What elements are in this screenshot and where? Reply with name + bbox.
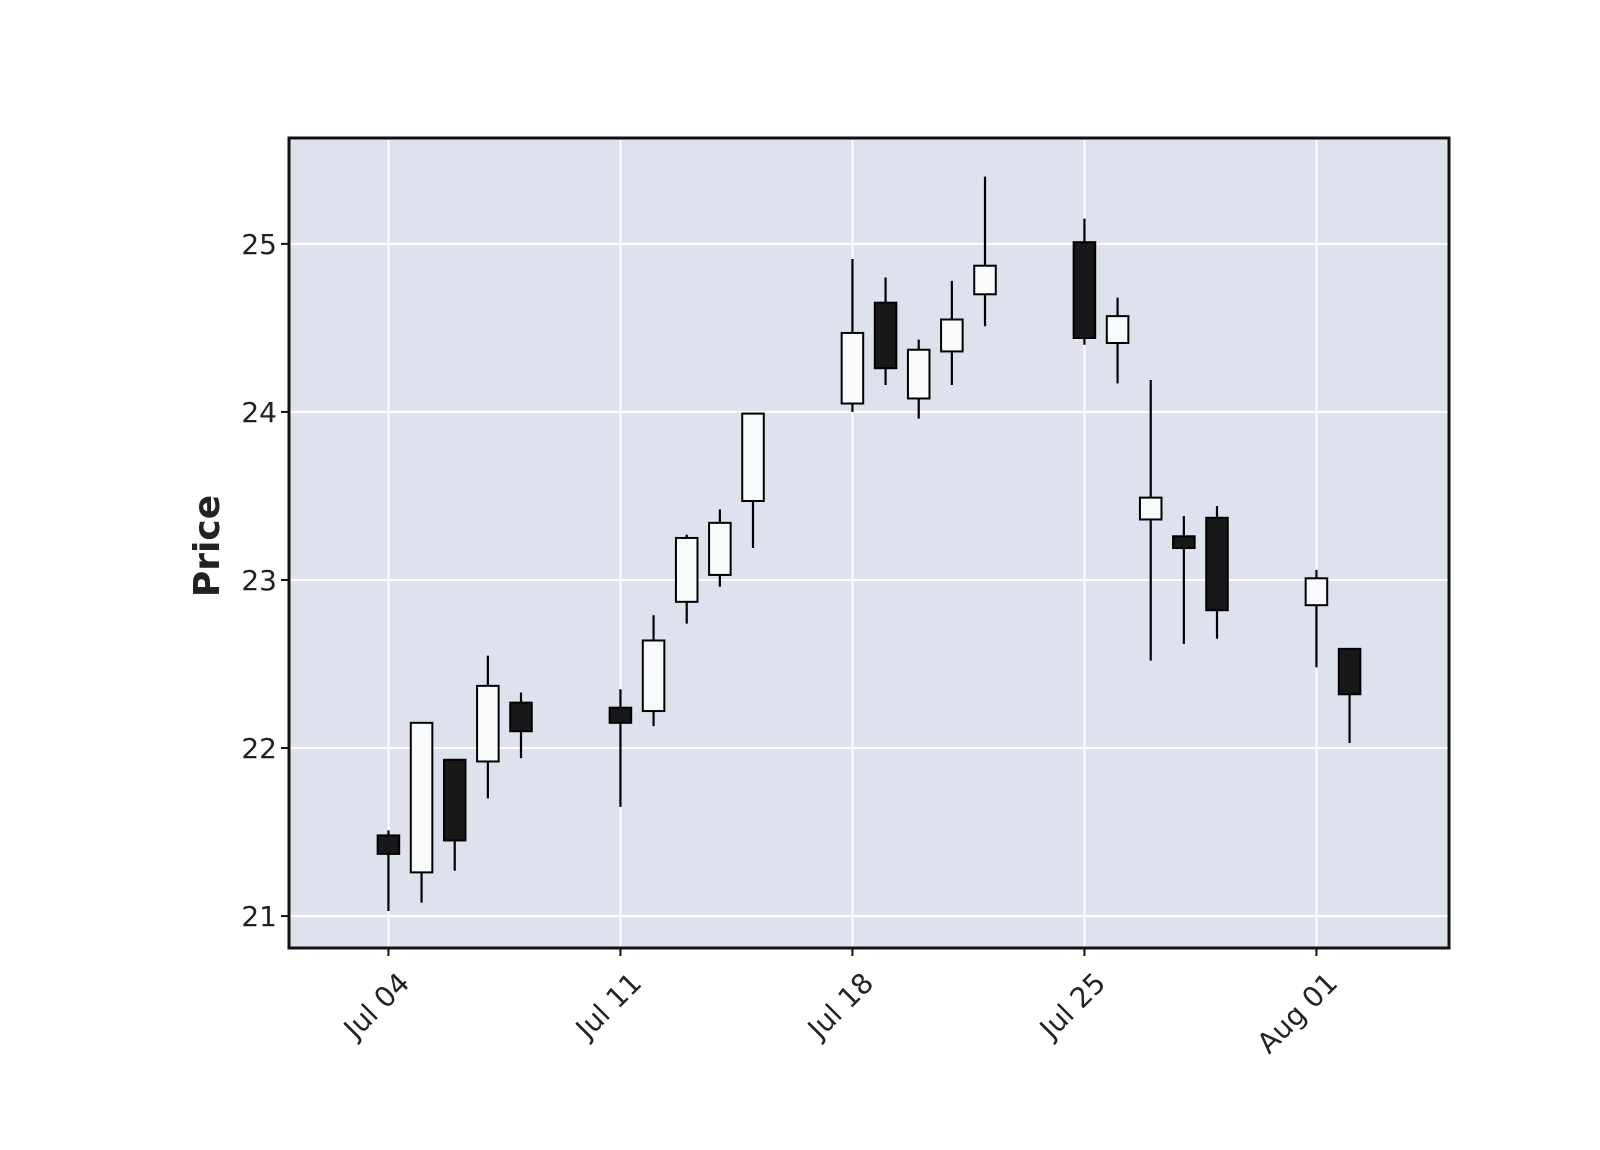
x-tick-label: Jul 04 [336, 966, 416, 1046]
candle-body [1205, 516, 1229, 612]
candle-body [608, 706, 633, 724]
candle [509, 692, 533, 759]
x-axis-ticks: Jul 04 Jul 11 Jul 18 Jul 25 Aug 01 [336, 948, 1344, 1060]
candle-body [741, 412, 765, 502]
candle [940, 280, 964, 386]
y-tick-label: 23 [241, 564, 277, 597]
candle [708, 509, 732, 587]
candle-body [376, 834, 401, 855]
candle [376, 830, 401, 912]
candle-body [840, 331, 865, 405]
candle-body [906, 348, 931, 400]
candle-body [641, 639, 666, 713]
candle [1337, 647, 1362, 743]
candle [1304, 569, 1329, 668]
candle [973, 176, 997, 327]
candle-body [1304, 577, 1329, 607]
y-axis-title: Price [187, 495, 228, 597]
candle-body [873, 301, 898, 370]
candle [840, 258, 865, 412]
candle-body [1072, 241, 1097, 339]
candle [442, 758, 467, 871]
candle-body [973, 264, 997, 296]
x-tick-label: Aug 01 [1251, 966, 1344, 1059]
y-tick-label: 22 [241, 732, 277, 765]
candle-body [674, 536, 699, 603]
candle [906, 339, 931, 419]
plot-background [289, 138, 1449, 948]
candle [476, 655, 500, 799]
candle-body [708, 521, 732, 576]
y-tick-label: 24 [241, 396, 277, 429]
candle [1205, 506, 1229, 639]
candle [1105, 297, 1130, 384]
x-tick-label: Jul 11 [568, 966, 648, 1046]
candle-body [1138, 496, 1163, 521]
candles [376, 176, 1362, 912]
candle [741, 412, 765, 549]
candle-body [442, 758, 467, 842]
candle [608, 689, 633, 807]
candle-body [1337, 647, 1362, 696]
candle [1172, 516, 1196, 644]
y-tick-label: 25 [241, 228, 277, 261]
x-tick-label: Jul 18 [800, 966, 880, 1046]
candle [641, 615, 666, 727]
candle [1072, 218, 1097, 345]
candle [1138, 379, 1163, 661]
candle-body [409, 721, 434, 874]
y-tick-label: 21 [241, 900, 277, 933]
candle-body [1172, 535, 1196, 550]
candle [409, 721, 434, 903]
candle-body [940, 318, 964, 353]
candle [873, 277, 898, 386]
candle-body [476, 684, 500, 763]
x-tick-label: Jul 25 [1032, 966, 1112, 1046]
candle-body [509, 701, 533, 733]
candle-body [1105, 315, 1130, 345]
plot-frame [287, 136, 1451, 950]
y-axis-ticks: 21 22 23 24 25 [241, 228, 289, 933]
candle [674, 534, 699, 624]
